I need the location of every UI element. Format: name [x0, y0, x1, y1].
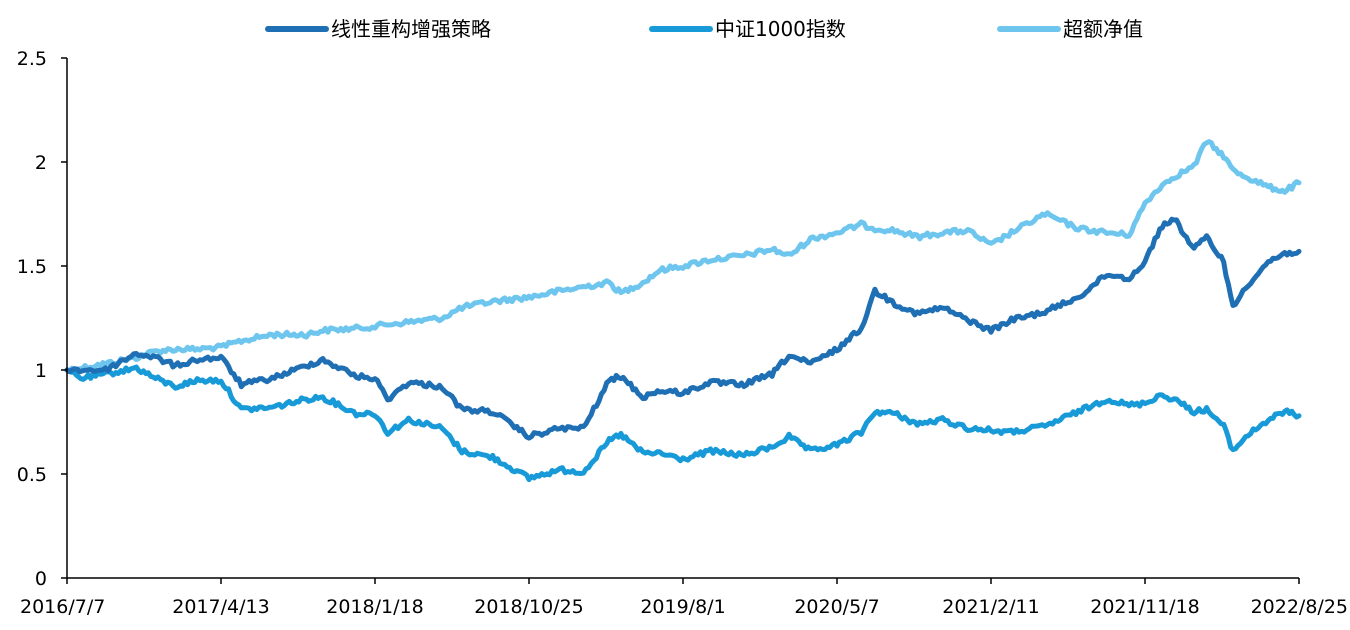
axes: 0 0.5 1 1.5 2 2.5 2016/7/7 2017/4/13 2018/1/18 20…	[17, 48, 1348, 618]
y-tick-label: 1	[35, 360, 47, 382]
series-layer	[64, 139, 1302, 483]
x-tick-label: 2021/11/18	[1090, 596, 1200, 618]
x-tick-label: 2018/1/18	[326, 596, 423, 618]
series-line-1	[64, 216, 1302, 441]
y-tick-label: 0.5	[17, 464, 47, 486]
legend-label: 中证1000指数	[715, 17, 846, 41]
y-tick-label: 0	[35, 568, 47, 590]
x-tick-label: 2019/8/1	[640, 596, 725, 618]
y-tick-label: 2	[35, 152, 47, 174]
x-tick-label: 2016/7/7	[20, 596, 105, 618]
y-tick-label: 2.5	[17, 48, 47, 70]
legend: 线性重构增强策略 中证1000指数 超额净值	[265, 17, 1143, 41]
x-tick-label: 2022/8/25	[1251, 596, 1348, 618]
x-tick-label: 2017/4/13	[172, 596, 269, 618]
series-line-3	[64, 139, 1302, 374]
series-line-2	[64, 364, 1302, 483]
legend-label: 线性重构增强策略	[331, 17, 491, 41]
y-tick-label: 1.5	[17, 256, 47, 278]
x-tick-label: 2021/2/11	[942, 596, 1039, 618]
x-tick-label: 2018/10/25	[474, 596, 584, 618]
legend-label: 超额净值	[1063, 17, 1143, 41]
x-tick-label: 2020/5/7	[794, 596, 879, 618]
